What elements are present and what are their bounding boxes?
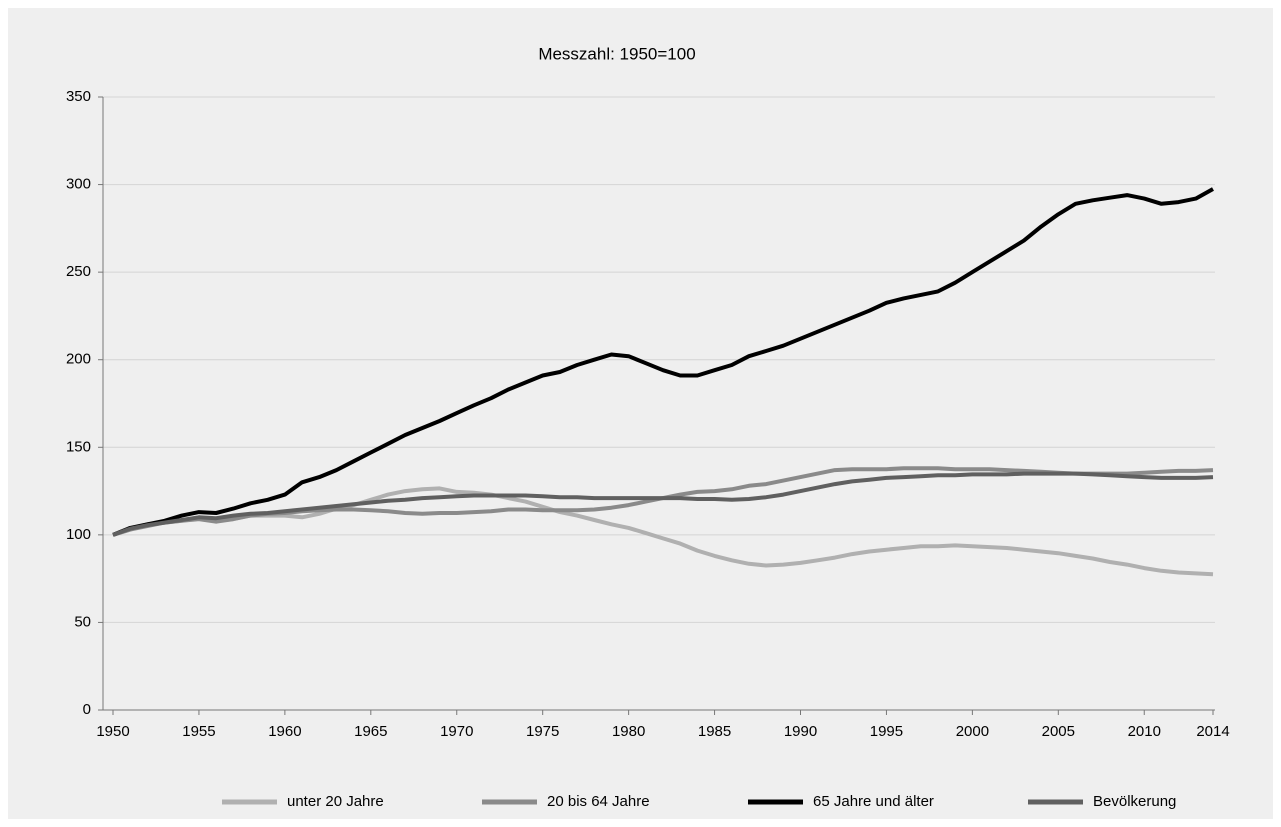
series-line bbox=[112, 187, 1214, 537]
x-tick-label: 2005 bbox=[1042, 723, 1075, 740]
x-tick-label: 1980 bbox=[612, 723, 645, 740]
x-tick-label: 1950 bbox=[96, 723, 129, 740]
series-line bbox=[112, 486, 1214, 577]
legend-label: 20 bis 64 Jahre bbox=[547, 793, 650, 810]
y-tick-label: 150 bbox=[66, 438, 91, 455]
y-tick-label: 300 bbox=[66, 176, 91, 193]
chart-background bbox=[8, 8, 1273, 819]
chart-title: Messzahl: 1950=100 bbox=[538, 44, 695, 63]
x-tick-label: 1970 bbox=[440, 723, 473, 740]
y-tick-label: 100 bbox=[66, 526, 91, 543]
x-tick-label: 2000 bbox=[956, 723, 989, 740]
y-tick-label: 50 bbox=[74, 613, 91, 630]
y-tick-label: 0 bbox=[83, 701, 91, 718]
y-tick-label: 250 bbox=[66, 263, 91, 280]
x-tick-label: 2014 bbox=[1196, 723, 1229, 740]
y-tick-label: 200 bbox=[66, 351, 91, 368]
x-tick-label: 1965 bbox=[354, 723, 387, 740]
legend-label: Bevölkerung bbox=[1093, 793, 1176, 810]
x-tick-label: 1990 bbox=[784, 723, 817, 740]
legend-label: 65 Jahre und älter bbox=[813, 793, 934, 810]
x-tick-label: 1955 bbox=[182, 723, 215, 740]
x-tick-label: 1975 bbox=[526, 723, 559, 740]
y-tick-label: 350 bbox=[66, 88, 91, 105]
x-tick-label: 1995 bbox=[870, 723, 903, 740]
legend-label: unter 20 Jahre bbox=[287, 793, 384, 810]
x-tick-label: 1960 bbox=[268, 723, 301, 740]
x-tick-label: 2010 bbox=[1128, 723, 1161, 740]
series-line bbox=[112, 471, 1214, 537]
x-tick-label: 1985 bbox=[698, 723, 731, 740]
